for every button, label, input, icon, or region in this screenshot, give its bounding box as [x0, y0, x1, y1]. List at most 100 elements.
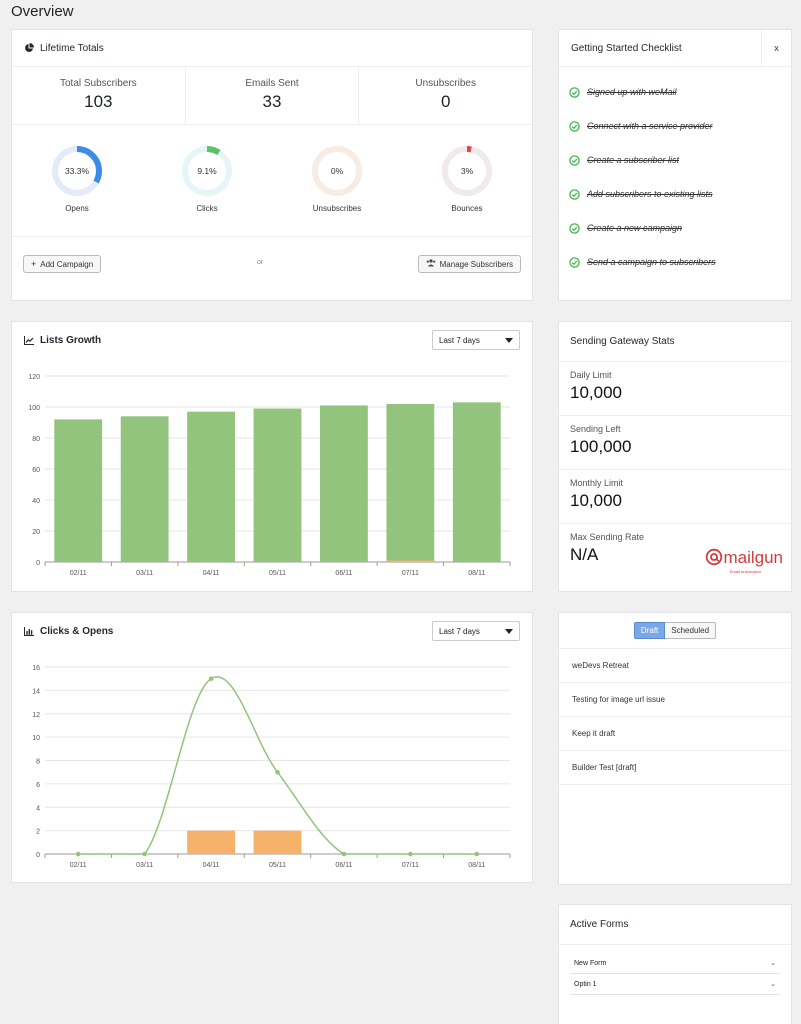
total-subscribers-label: Total Subscribers	[59, 78, 137, 89]
y-tick-label: 12	[32, 712, 40, 719]
gateway-header: Sending Gateway Stats	[559, 322, 791, 362]
sending-left-value: 100,000	[570, 437, 632, 456]
growth-bar	[187, 411, 235, 562]
max-sending-rate-value: N/A	[570, 545, 599, 564]
lists-growth-title: Lists Growth	[40, 335, 102, 346]
checklist-item-label: Create a subscriber list	[587, 155, 680, 165]
add-campaign-label: Add Campaign	[40, 259, 94, 269]
campaign-tabs: Draft Scheduled	[559, 613, 791, 649]
x-tick-label: 08/11	[468, 570, 485, 577]
mailgun-wordmark: mailgun	[723, 548, 783, 567]
clicks-opens-card: Clicks & Opens Last 7 days 0 2 4 6 8 10 12 14 16…	[11, 612, 533, 883]
x-tick-label: 02/11	[70, 862, 87, 869]
monthly-limit-label: Monthly Limit	[570, 478, 624, 488]
lifetime-totals-card: Lifetime Totals Total Subscribers 103 Em…	[11, 29, 533, 301]
rate-donuts: 33.3% Opens 9.1% Clicks 0% Unsubscribes 3% Boun…	[12, 125, 532, 237]
check-circle-icon	[569, 256, 580, 268]
y-tick-label: 4	[36, 805, 40, 812]
manage-subscribers-label: Manage Subscribers	[439, 259, 513, 269]
form-item[interactable]: New Form ⌄	[570, 953, 780, 974]
daily-limit-label: Daily Limit	[570, 370, 612, 380]
clicks-bar	[253, 830, 302, 854]
opens-point	[275, 769, 280, 775]
chevron-down-icon	[505, 628, 513, 634]
growth-bar	[452, 402, 501, 562]
campaign-item[interactable]: Builder Test [draft]	[559, 751, 791, 785]
checklist-items: Signed up with weMail Connect with a serv…	[559, 67, 791, 279]
y-tick-label: 80	[32, 436, 40, 443]
y-tick-label: 8	[36, 759, 40, 766]
opens-point	[408, 851, 413, 857]
emails-sent-label: Emails Sent	[245, 78, 299, 89]
checklist-title: Getting Started Checklist	[571, 42, 682, 54]
check-circle-icon	[569, 188, 580, 200]
add-campaign-button[interactable]: + Add Campaign	[23, 255, 102, 273]
campaigns-card: Draft Scheduled weDevs Retreat Testing fo…	[558, 612, 792, 885]
manage-subscribers-button[interactable]: Manage Subscribers	[417, 255, 521, 273]
donut-chart: 9.1%	[182, 146, 232, 196]
donut-arc	[52, 146, 102, 196]
clicks-opens-title: Clicks & Opens	[40, 626, 114, 637]
donut-value: 33.3%	[65, 166, 90, 176]
lists-growth-range-value: Last 7 days	[439, 335, 480, 345]
checklist-item[interactable]: Create a subscriber list	[559, 143, 791, 177]
lists-growth-card: Lists Growth Last 7 days 0 20 40 60 80 100 120…	[11, 321, 533, 592]
checklist-item[interactable]: Create a new campaign	[559, 211, 791, 245]
checklist-item[interactable]: Add subscribers to existing lists	[559, 177, 791, 211]
x-tick-label: 07/11	[402, 570, 419, 577]
chevron-down-icon: ⌄	[770, 981, 776, 988]
unsubscribes-total-label: Unsubscribes	[415, 78, 476, 89]
check-circle-icon	[569, 222, 580, 234]
opens-point	[341, 851, 347, 857]
lifetime-totals-header: Lifetime Totals	[12, 30, 532, 67]
campaign-item[interactable]: weDevs Retreat	[559, 649, 791, 683]
tab-scheduled[interactable]: Scheduled	[665, 622, 717, 639]
donut-value: 0%	[331, 166, 344, 176]
opens-point	[474, 851, 480, 857]
daily-limit-stat: Daily Limit 10,000	[559, 362, 791, 416]
x-tick-label: 08/11	[468, 862, 485, 869]
lifetime-totals-title: Lifetime Totals	[40, 42, 104, 54]
close-checklist-button[interactable]: x	[761, 30, 791, 66]
donut-label: Opens	[65, 204, 89, 213]
donut-chart: 3%	[442, 146, 492, 196]
opens-line	[78, 676, 477, 855]
lists-growth-range-select[interactable]: Last 7 days	[432, 330, 520, 350]
y-tick-label: 0	[36, 852, 40, 859]
users-icon	[426, 259, 436, 269]
max-sending-rate-label: Max Sending Rate	[570, 532, 645, 542]
checklist-header: Getting Started Checklist x	[559, 30, 791, 67]
checklist-item-label: Signed up with weMail	[587, 87, 677, 97]
checklist-item[interactable]: Signed up with weMail	[559, 75, 791, 109]
checklist-item-label: Add subscribers to existing lists	[587, 189, 713, 199]
form-item[interactable]: Optin 1 ⌄	[570, 974, 780, 995]
checklist-item[interactable]: Send a campaign to subscribers	[559, 245, 791, 279]
y-tick-label: 40	[32, 498, 40, 505]
rate-donut: 3% Bounces	[402, 125, 532, 236]
x-tick-label: 05/11	[269, 570, 286, 577]
campaign-item[interactable]: Keep it draft	[559, 717, 791, 751]
donut-track	[312, 146, 362, 196]
x-tick-label: 04/11	[203, 862, 220, 869]
campaign-item[interactable]: Testing for image url issue	[559, 683, 791, 717]
clicks-opens-range-select[interactable]: Last 7 days	[432, 621, 520, 641]
tab-draft[interactable]: Draft	[633, 622, 666, 639]
check-circle-icon	[569, 120, 580, 132]
donut-chart: 0%	[312, 146, 362, 196]
emails-sent-value: 33	[262, 92, 282, 111]
monthly-limit-value: 10,000	[570, 491, 622, 510]
total-subscribers-value: 103	[84, 92, 113, 111]
forms-list: New Form ⌄ Optin 1 ⌄	[559, 945, 791, 995]
pie-chart-icon	[24, 43, 34, 53]
y-tick-label: 2	[36, 829, 40, 836]
donut-value: 3%	[461, 166, 474, 176]
checklist-item[interactable]: Connect with a service provider	[559, 109, 791, 143]
line-chart-icon	[24, 336, 34, 345]
unsubscribes-total-value: 0	[440, 92, 451, 111]
y-tick-label: 60	[32, 467, 40, 474]
page-title: Overview	[11, 3, 74, 20]
donut-arc	[442, 146, 492, 196]
bar-chart-icon	[24, 627, 34, 636]
total-subscribers: Total Subscribers 103	[12, 67, 186, 124]
checklist-item-label: Create a new campaign	[587, 223, 683, 233]
